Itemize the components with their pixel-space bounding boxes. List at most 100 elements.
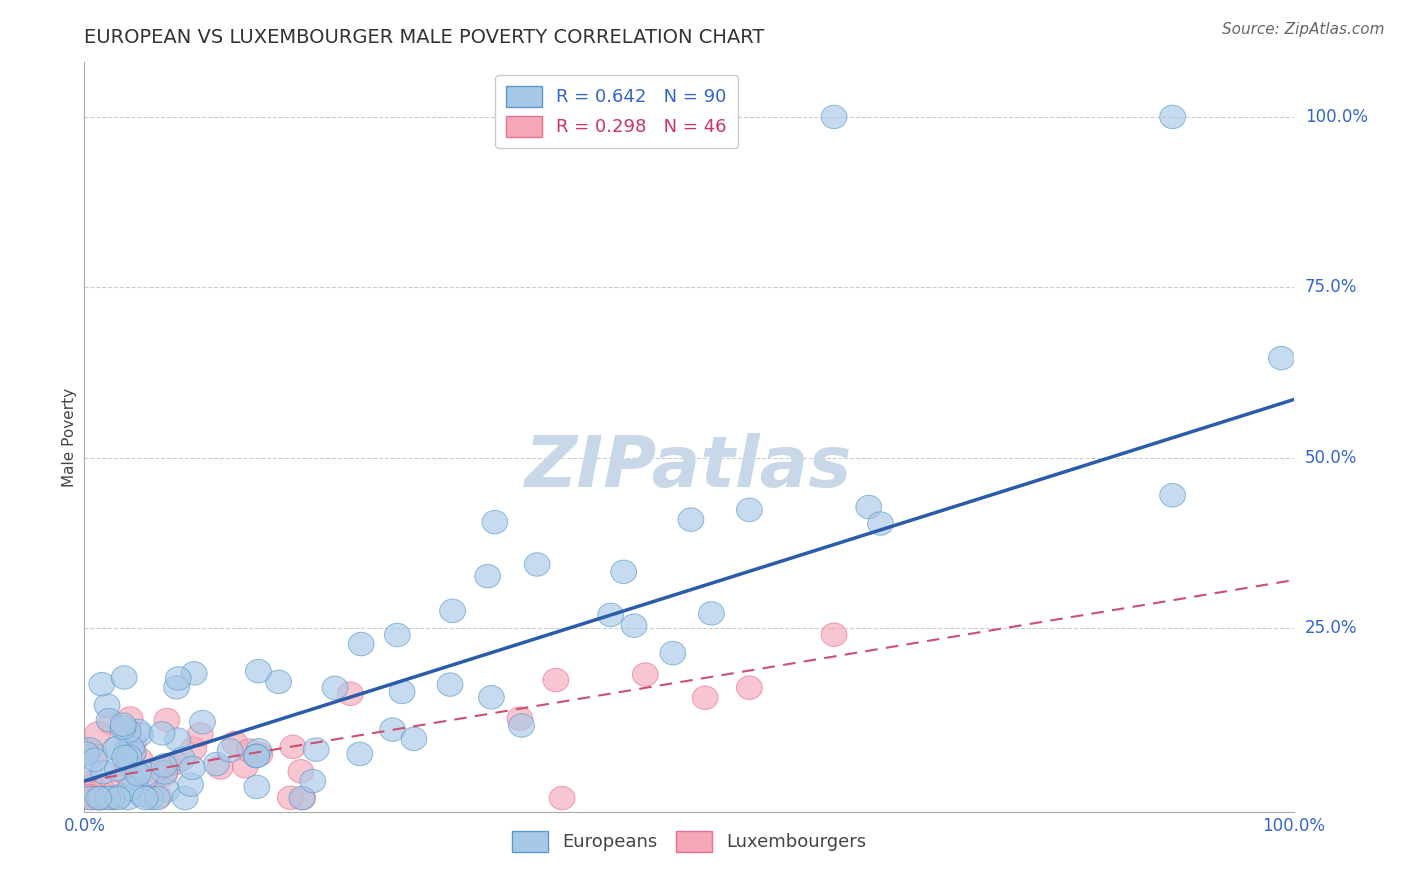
Ellipse shape xyxy=(170,747,195,771)
Text: 100.0%: 100.0% xyxy=(1305,108,1368,126)
Legend: Europeans, Luxembourgers: Europeans, Luxembourgers xyxy=(505,823,873,859)
Ellipse shape xyxy=(277,786,304,810)
Ellipse shape xyxy=(659,641,686,665)
Ellipse shape xyxy=(145,787,170,810)
Ellipse shape xyxy=(236,739,262,763)
Ellipse shape xyxy=(190,710,215,734)
Ellipse shape xyxy=(380,718,405,741)
Ellipse shape xyxy=(132,787,159,810)
Ellipse shape xyxy=(79,774,105,797)
Ellipse shape xyxy=(89,673,115,696)
Ellipse shape xyxy=(163,675,190,699)
Ellipse shape xyxy=(122,772,148,795)
Ellipse shape xyxy=(245,744,270,768)
Ellipse shape xyxy=(692,686,718,709)
Ellipse shape xyxy=(389,681,415,704)
Ellipse shape xyxy=(246,739,271,762)
Ellipse shape xyxy=(86,787,111,810)
Ellipse shape xyxy=(243,744,269,768)
Ellipse shape xyxy=(152,763,177,786)
Ellipse shape xyxy=(110,713,136,737)
Ellipse shape xyxy=(299,769,326,793)
Ellipse shape xyxy=(1160,105,1185,128)
Ellipse shape xyxy=(77,787,103,810)
Ellipse shape xyxy=(115,723,141,746)
Ellipse shape xyxy=(111,665,136,690)
Ellipse shape xyxy=(610,560,637,583)
Ellipse shape xyxy=(524,553,550,576)
Ellipse shape xyxy=(1160,483,1185,507)
Ellipse shape xyxy=(401,727,427,750)
Ellipse shape xyxy=(290,787,316,810)
Ellipse shape xyxy=(856,495,882,519)
Ellipse shape xyxy=(207,756,233,780)
Ellipse shape xyxy=(82,743,107,766)
Ellipse shape xyxy=(347,742,373,765)
Ellipse shape xyxy=(98,786,125,810)
Ellipse shape xyxy=(112,745,138,769)
Ellipse shape xyxy=(105,736,131,759)
Ellipse shape xyxy=(115,720,141,743)
Ellipse shape xyxy=(76,758,103,781)
Ellipse shape xyxy=(117,777,143,800)
Ellipse shape xyxy=(118,736,145,760)
Ellipse shape xyxy=(82,748,108,772)
Ellipse shape xyxy=(821,105,846,128)
Ellipse shape xyxy=(125,763,150,786)
Ellipse shape xyxy=(73,742,98,765)
Text: EUROPEAN VS LUXEMBOURGER MALE POVERTY CORRELATION CHART: EUROPEAN VS LUXEMBOURGER MALE POVERTY CO… xyxy=(84,28,765,47)
Ellipse shape xyxy=(101,781,128,805)
Ellipse shape xyxy=(509,714,534,737)
Y-axis label: Male Poverty: Male Poverty xyxy=(62,387,77,487)
Ellipse shape xyxy=(204,752,229,776)
Ellipse shape xyxy=(737,498,762,522)
Ellipse shape xyxy=(678,508,704,532)
Ellipse shape xyxy=(100,787,125,810)
Ellipse shape xyxy=(222,731,247,755)
Ellipse shape xyxy=(322,676,347,699)
Ellipse shape xyxy=(187,723,214,747)
Ellipse shape xyxy=(349,632,374,656)
Ellipse shape xyxy=(153,755,180,778)
Ellipse shape xyxy=(598,603,623,627)
Ellipse shape xyxy=(180,756,205,780)
Ellipse shape xyxy=(163,751,188,775)
Ellipse shape xyxy=(699,601,724,625)
Ellipse shape xyxy=(508,706,533,731)
Ellipse shape xyxy=(89,787,114,810)
Ellipse shape xyxy=(737,676,762,699)
Ellipse shape xyxy=(280,735,305,758)
Ellipse shape xyxy=(152,761,177,784)
Ellipse shape xyxy=(77,784,103,808)
Ellipse shape xyxy=(104,757,131,780)
Ellipse shape xyxy=(217,739,243,762)
Ellipse shape xyxy=(266,670,291,694)
Ellipse shape xyxy=(172,787,198,810)
Ellipse shape xyxy=(128,748,153,772)
Ellipse shape xyxy=(232,755,259,778)
Ellipse shape xyxy=(120,742,145,766)
Ellipse shape xyxy=(821,623,846,647)
Ellipse shape xyxy=(134,763,159,786)
Text: ZIPatlas: ZIPatlas xyxy=(526,433,852,501)
Ellipse shape xyxy=(621,614,647,638)
Ellipse shape xyxy=(90,760,117,784)
Ellipse shape xyxy=(121,731,146,755)
Ellipse shape xyxy=(103,737,129,760)
Ellipse shape xyxy=(121,740,146,764)
Ellipse shape xyxy=(543,668,569,692)
Ellipse shape xyxy=(122,759,148,782)
Ellipse shape xyxy=(288,760,314,783)
Ellipse shape xyxy=(117,745,142,768)
Ellipse shape xyxy=(125,719,150,743)
Ellipse shape xyxy=(165,728,191,751)
Ellipse shape xyxy=(290,787,315,810)
Ellipse shape xyxy=(94,694,120,717)
Ellipse shape xyxy=(146,785,172,808)
Ellipse shape xyxy=(86,787,111,810)
Ellipse shape xyxy=(114,739,139,763)
Ellipse shape xyxy=(84,722,111,745)
Ellipse shape xyxy=(138,787,165,810)
Ellipse shape xyxy=(94,787,121,810)
Ellipse shape xyxy=(76,772,101,795)
